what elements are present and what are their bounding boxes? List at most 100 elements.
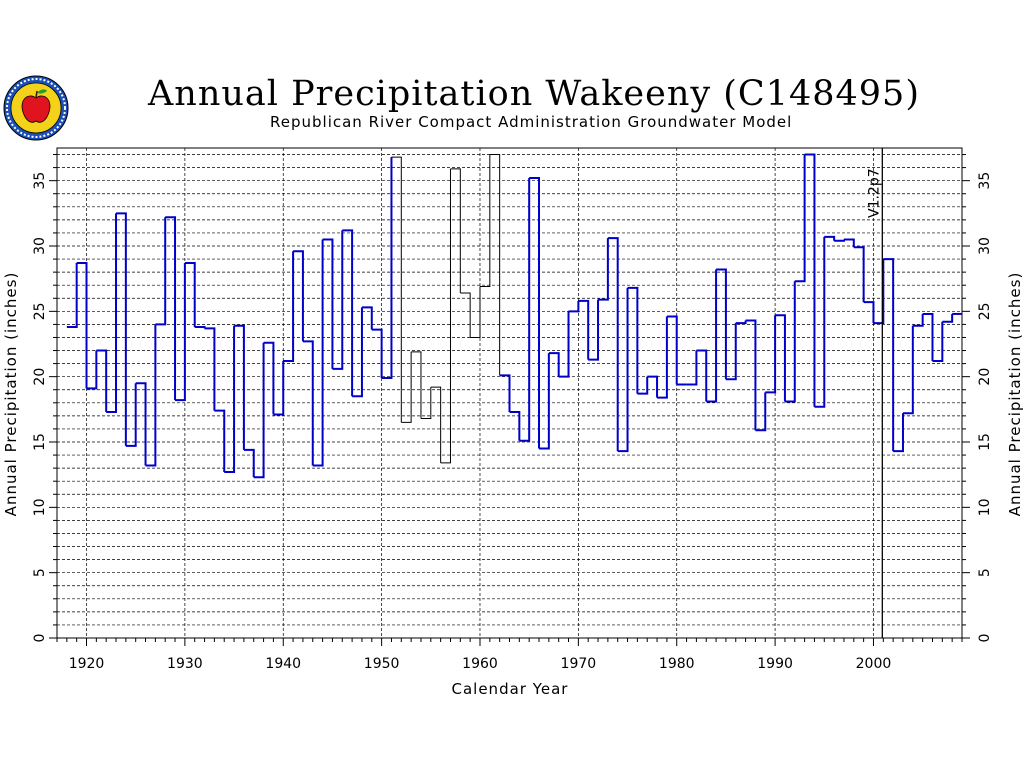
precip-step-1984	[716, 268, 727, 380]
x-axis-label: Calendar Year	[452, 680, 569, 698]
precip-step-1952	[401, 351, 412, 423]
precip-step-1991	[784, 281, 796, 403]
x-tick-label: 1960	[462, 656, 498, 672]
precip-step-1964	[519, 178, 531, 442]
precip-step-1987	[745, 319, 757, 431]
x-axis: 1920 1930 1940 1950 1960 1970 1980 1990 2000	[56, 638, 963, 672]
precip-step-1970	[578, 299, 590, 360]
precip-step-1966	[539, 353, 550, 450]
precip-step-2003	[902, 325, 914, 415]
precip-step-2007	[942, 313, 954, 323]
precip-step-1949	[371, 328, 383, 378]
precip-step-1923	[116, 212, 127, 446]
precip-step-2002	[893, 413, 904, 453]
precip-step-1931	[194, 326, 206, 329]
precip-step-1932	[204, 327, 216, 411]
precip-step-1961	[489, 154, 501, 376]
precip-step-1950	[381, 157, 393, 379]
precip-step-1986	[735, 320, 747, 325]
precip-step-1976	[637, 376, 649, 395]
precip-step-1973	[607, 237, 619, 452]
precip-step-1930	[184, 261, 196, 328]
precip-step-1928	[165, 216, 177, 401]
y-tick-label-right: 15	[977, 433, 993, 451]
precip-step-2000	[873, 259, 885, 325]
precip-step-1945	[332, 230, 344, 370]
apple-seal-icon	[3, 75, 69, 141]
precip-step-1969	[568, 300, 580, 313]
precip-step-1940	[283, 251, 295, 362]
grid-lines	[56, 147, 963, 639]
precip-step-1992	[794, 154, 806, 283]
precip-step-1926	[145, 324, 157, 467]
precip-step-1985	[725, 323, 737, 381]
precip-step-1929	[175, 262, 186, 402]
precip-step-1983	[706, 269, 718, 403]
precip-step-1978	[657, 316, 668, 399]
precip-step-1938	[263, 341, 275, 415]
y-tick-label-left: 15	[32, 433, 48, 451]
precip-step-1920	[86, 350, 98, 390]
precip-step-1989	[765, 315, 777, 394]
x-tick-label: 1940	[265, 656, 301, 672]
precip-step-1960	[479, 154, 491, 288]
precip-step-1951	[391, 156, 402, 423]
precip-step-1918	[66, 262, 78, 329]
y-tick-label-right: 20	[977, 368, 993, 386]
y-axis-left: 0 5 10 15 20 25 30 35	[32, 154, 57, 643]
y-tick-label-left: 25	[32, 302, 48, 320]
precip-step-1934	[224, 325, 236, 474]
precip-step-1954	[420, 387, 432, 419]
precip-step-1921	[96, 349, 108, 412]
version-marker-label: V1.2p7	[866, 168, 882, 218]
y-tick-label-left: 0	[32, 634, 48, 643]
annotation: V1.2p7	[866, 148, 883, 638]
y-tick-label-right: 10	[977, 498, 993, 516]
y-tick-label-left: 20	[32, 368, 48, 386]
x-tick-label: 1930	[167, 656, 203, 672]
y-axis-right: 0 5 10 15 20 25 30 35	[962, 154, 993, 643]
precip-step-1958	[460, 292, 471, 338]
precip-step-1968	[558, 311, 570, 378]
precip-step-2001	[883, 258, 895, 452]
precip-step-1988	[755, 392, 767, 432]
precip-step-1965	[529, 177, 541, 449]
precip-step-2004	[912, 313, 924, 327]
precip-step-1998	[853, 246, 865, 303]
precip-step-1933	[214, 409, 226, 473]
precip-step-1944	[322, 238, 334, 369]
precip-step-1981	[686, 350, 698, 386]
precip-step-1974	[617, 287, 629, 453]
precip-step-1948	[361, 306, 373, 330]
y-axis-label-left: Annual Precipitation (inches)	[2, 272, 20, 517]
precip-step-1943	[312, 239, 324, 467]
precip-step-1946	[342, 229, 354, 397]
precip-step-1993	[804, 153, 816, 407]
precip-step-1927	[155, 217, 167, 326]
precip-step-1939	[273, 360, 285, 416]
precip-step-1953	[411, 351, 422, 419]
plot-area	[66, 153, 962, 479]
precip-step-1967	[548, 352, 560, 377]
y-tick-label-left: 30	[32, 237, 48, 255]
y-tick-label-left: 10	[32, 498, 48, 516]
x-tick-label: 2000	[856, 656, 892, 672]
y-tick-label-right: 5	[977, 568, 993, 577]
precip-step-1924	[125, 383, 137, 447]
precip-step-1999	[863, 301, 875, 324]
precip-step-1925	[135, 382, 147, 466]
precip-step-1996	[834, 239, 845, 242]
precip-step-1971	[588, 299, 600, 361]
y-tick-label-right: 30	[977, 237, 993, 255]
precip-step-1975	[627, 286, 639, 394]
precip-step-1962	[499, 374, 511, 412]
precip-step-1956	[440, 168, 451, 464]
precip-step-1955	[430, 386, 442, 463]
precip-step-1997	[843, 238, 855, 248]
precip-step-1942	[302, 340, 314, 466]
x-tick-label: 1920	[69, 656, 105, 672]
precip-step-1922	[106, 213, 118, 413]
y-tick-label-right: 0	[977, 634, 993, 643]
precip-step-1977	[647, 375, 659, 398]
